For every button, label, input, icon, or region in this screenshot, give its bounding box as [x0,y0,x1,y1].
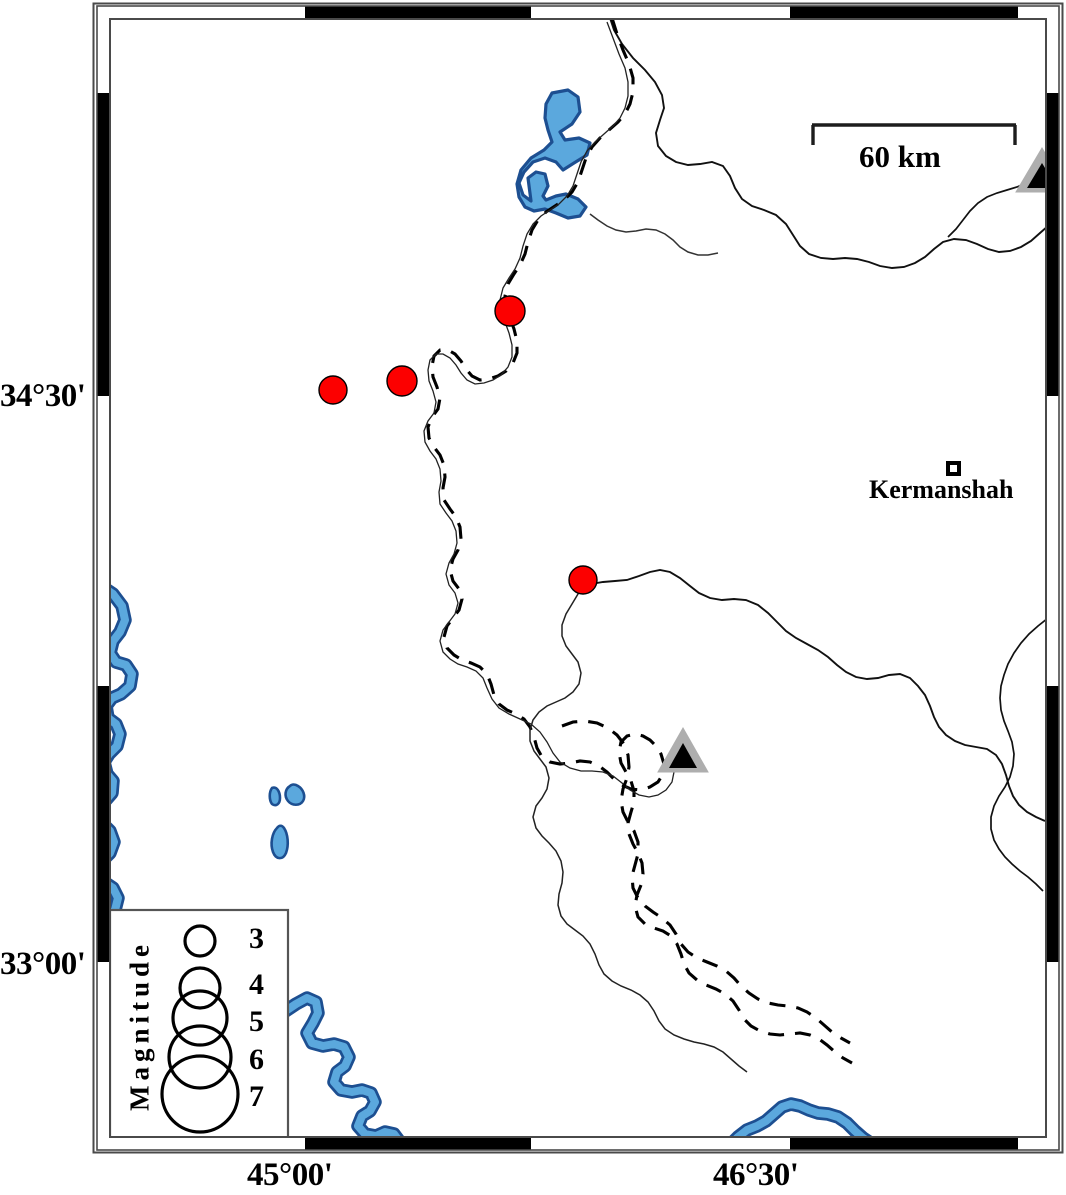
legend-circle-3 [183,924,217,958]
city-marker-kermanshah[interactable] [946,461,961,476]
legend-label-3: 3 [249,922,264,955]
map-frame-band-outline [96,5,1060,1151]
legend-label-7: 7 [249,1080,264,1113]
legend-label-6: 6 [249,1043,264,1076]
latitude-label-34-30: 34°30' [0,378,86,414]
boundary-thin-reservoir-area [589,213,719,256]
earthquake-epicenter[interactable] [568,565,598,595]
river-south-fill [280,994,871,1138]
station-triangle-east[interactable] [1015,147,1066,193]
border-dashed-southeast [561,719,851,1045]
legend-title-magnitude: Magnitude [124,939,155,1111]
city-label-kermanshah: Kermanshah [869,475,1014,504]
earthquake-epicenter[interactable] [494,295,526,327]
lake-small-2 [284,783,306,807]
earthquake-epicenter[interactable] [318,375,348,405]
legend-circle-4 [178,966,222,1010]
map-frame-tick-band [97,6,1059,1150]
longitude-label-46-30: 46°30' [713,1157,799,1193]
legend-label-4: 4 [249,968,264,1001]
scalebar-label: 60 km [859,139,941,174]
boundary-thin-border-shadow [423,21,675,798]
scalebar [811,123,1017,145]
map-frame-inner [109,18,1047,1138]
legend-circle-7 [160,1054,240,1134]
boundary-thin-north [609,18,1048,269]
legend-circle-5 [171,989,229,1047]
earthquake-epicenter[interactable] [386,365,418,397]
boundary-thin-east-lower [990,617,1048,892]
lake-small-1 [268,786,282,807]
reservoir-north [515,88,592,220]
latitude-label-33-00: 33°00' [0,946,86,982]
province-boundary-central [578,569,1046,822]
map-frame-outer [92,2,1064,1154]
legend-circle-6 [167,1024,233,1090]
longitude-label-45-00: 45°00' [247,1157,333,1193]
province-boundary-southwest [529,583,748,1073]
station-triangle-central[interactable] [657,726,709,773]
lake-small-3 [270,824,290,860]
legend-label-5: 5 [249,1005,264,1038]
